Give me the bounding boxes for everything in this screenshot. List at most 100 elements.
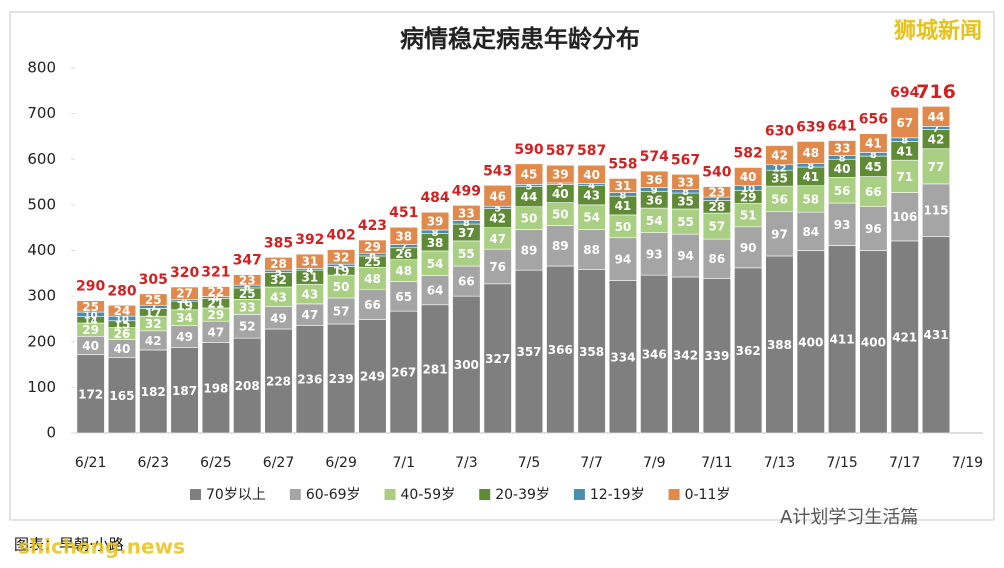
bar-segment [640, 274, 669, 434]
bar-segment [358, 288, 387, 320]
data-label: 357 [516, 345, 541, 359]
data-label: 31 [301, 271, 318, 285]
data-label: 88 [583, 243, 600, 257]
x-tick-label: 7/3 [455, 455, 478, 471]
data-label: 66 [364, 298, 381, 312]
data-label: 40 [834, 162, 851, 176]
data-label: 71 [896, 170, 913, 184]
watermark: A计划学习生活篇 [780, 507, 918, 528]
total-label: 540 [702, 165, 731, 181]
bar-segment [671, 276, 700, 434]
y-tick-label: 700 [27, 104, 56, 122]
bar-segment [514, 229, 544, 271]
x-tick-label: 6/21 [75, 455, 106, 471]
legend-swatch [190, 489, 201, 500]
data-label: 46 [489, 189, 506, 203]
bar-segment [201, 286, 230, 297]
y-tick-label: 500 [27, 195, 56, 213]
data-label: 35 [771, 172, 788, 186]
data-label: 56 [771, 192, 788, 206]
x-tick-label: 7/15 [826, 455, 857, 471]
data-label: 26 [114, 327, 131, 341]
data-label: 346 [642, 348, 667, 362]
data-label: 39 [427, 215, 444, 229]
data-label: 8 [463, 218, 470, 229]
x-tick-label: 7/17 [889, 455, 920, 471]
bar-segment [514, 163, 544, 185]
data-label: 327 [485, 352, 510, 366]
bar-segment [201, 342, 230, 434]
data-label: 42 [145, 334, 162, 348]
data-label: 249 [360, 370, 385, 384]
data-label: 267 [391, 366, 416, 380]
bar-segment [76, 300, 105, 313]
bar-segment [452, 295, 481, 434]
chart-title: 病情稳定病患年龄分布 [400, 25, 640, 53]
total-label: 320 [170, 265, 199, 281]
legend-label: 70岁以上 [206, 487, 266, 503]
legend-swatch [289, 489, 301, 500]
legend-swatch [668, 489, 680, 500]
data-label: 10 [741, 184, 755, 195]
data-label: 431 [924, 328, 949, 342]
data-label: 29 [364, 240, 381, 254]
data-label: 21 [208, 297, 225, 311]
x-tick-label: 7/13 [764, 455, 795, 471]
data-label: 342 [673, 348, 698, 362]
data-label: 9 [651, 186, 658, 197]
x-tick-label: 6/29 [325, 455, 356, 471]
bar-segment [702, 278, 731, 434]
total-label: 716 [916, 81, 956, 103]
data-label: 6 [369, 251, 376, 262]
data-label: 57 [709, 220, 726, 234]
data-label: 400 [798, 335, 823, 349]
data-label: 31 [615, 179, 632, 193]
data-label: 38 [395, 229, 412, 243]
data-label: 47 [489, 232, 506, 246]
data-label: 57 [333, 304, 350, 318]
total-label: 582 [734, 145, 763, 161]
data-label: 198 [203, 381, 228, 395]
data-label: 89 [521, 243, 538, 257]
data-label: 10 [84, 310, 98, 321]
data-label: 54 [646, 214, 663, 228]
total-label: 590 [514, 142, 543, 158]
data-label: 388 [767, 338, 792, 352]
data-label: 42 [489, 212, 506, 226]
data-label: 362 [736, 344, 761, 358]
bar-segment [765, 145, 794, 166]
y-tick-label: 600 [27, 150, 56, 168]
bar-segment [452, 205, 481, 221]
data-label: 40 [552, 187, 569, 201]
bar-segment [890, 159, 919, 193]
legend-label: 20-39岁 [495, 487, 550, 503]
total-label: 392 [295, 232, 324, 248]
data-label: 33 [677, 175, 694, 189]
bar-segment [264, 257, 293, 271]
bar-segment [702, 238, 731, 279]
total-label: 543 [483, 163, 512, 179]
data-label: 39 [552, 168, 569, 182]
bar-segment [640, 207, 669, 234]
bar-segment [483, 248, 512, 285]
data-label: 28 [709, 200, 726, 214]
bar-segment [796, 141, 825, 164]
bar-segment [295, 325, 324, 434]
data-label: 12 [773, 163, 787, 174]
data-label: 5 [526, 181, 533, 192]
bar-segment [890, 240, 919, 434]
bar-segment [483, 283, 512, 434]
data-label: 182 [141, 385, 166, 399]
bar-segment [139, 349, 168, 434]
data-label: 23 [709, 185, 726, 199]
data-label: 40 [114, 342, 131, 356]
bar-segment [859, 176, 888, 207]
data-label: 64 [427, 284, 444, 298]
watermark: 狮城新闻 [894, 18, 982, 44]
data-label: 29 [208, 308, 225, 322]
legend-label: 60-69岁 [306, 487, 361, 503]
data-label: 34 [176, 311, 193, 325]
x-tick-label: 6/25 [200, 455, 231, 471]
data-label: 236 [297, 373, 322, 387]
